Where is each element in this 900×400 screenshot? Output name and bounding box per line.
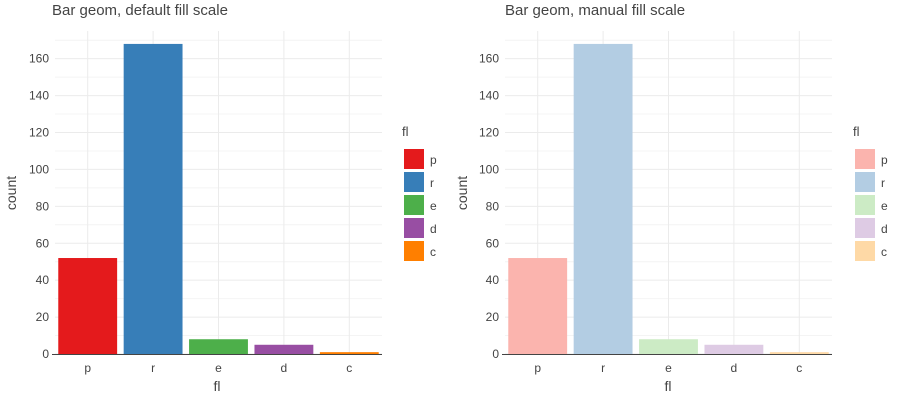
panel2-legend-label-c: c xyxy=(881,245,887,259)
panel1-bar-d xyxy=(254,344,314,354)
panel1-legend-key-e xyxy=(404,195,424,215)
panel2-y-tick-label: 160 xyxy=(479,52,499,66)
panel2-x-tick-label: d xyxy=(731,361,738,375)
panel2-chart-title: Bar geom, manual fill scale xyxy=(505,2,685,19)
panel2-legend-key-c xyxy=(855,241,875,261)
panel1-chart-title: Bar geom, default fill scale xyxy=(52,2,228,19)
panel1-y-tick-label: 120 xyxy=(29,126,49,140)
panel1-x-tick-label: c xyxy=(346,361,352,375)
panel1-y-tick-label: 140 xyxy=(29,89,49,103)
panel1-x-tick-label: d xyxy=(281,361,288,375)
panel1-y-tick-label: 40 xyxy=(36,273,50,287)
panel1-bar-p xyxy=(58,258,118,354)
panel2-bar-p xyxy=(508,258,568,354)
panel2-bar-e xyxy=(639,339,698,354)
panel2-y-axis-title: count xyxy=(454,176,470,210)
panel2-legend-title: fl xyxy=(853,124,860,139)
panel1-y-tick-label: 160 xyxy=(29,52,49,66)
panel1-x-tick-label: r xyxy=(151,361,155,375)
panel1-legend-title: fl xyxy=(402,124,409,139)
panel1-legend-label-c: c xyxy=(430,245,436,259)
panel1-y-tick-label: 0 xyxy=(42,347,49,361)
panel2-x-tick-label: r xyxy=(601,361,605,375)
panel2-y-tick-label: 140 xyxy=(479,89,499,103)
panel1-bar-r xyxy=(123,43,183,355)
panel1-x-tick-label: e xyxy=(215,361,222,375)
panel2-legend-label-d: d xyxy=(881,222,888,236)
panel1-legend-key-d xyxy=(404,218,424,238)
panel1-y-tick-label: 60 xyxy=(36,236,50,250)
panel2-y-tick-label: 120 xyxy=(479,126,499,140)
panel2-y-tick-label: 60 xyxy=(486,236,500,250)
panel1-y-axis-title: count xyxy=(3,176,19,210)
panel2-y-tick-label: 40 xyxy=(486,273,500,287)
panel2-y-tick-label: 80 xyxy=(486,199,500,213)
panel1-x-axis-title: fl xyxy=(214,378,221,394)
panel1-y-tick-label: 80 xyxy=(36,199,50,213)
panel2-legend-label-e: e xyxy=(881,199,888,213)
panel2-x-tick-label: p xyxy=(534,361,541,375)
panel2-x-tick-label: e xyxy=(665,361,672,375)
panel2-bar-c xyxy=(769,352,829,354)
panel2-legend-label-r: r xyxy=(881,176,885,190)
panel2-x-axis-title: fl xyxy=(665,378,672,394)
panel2-legend-key-d xyxy=(855,218,875,238)
panel1-legend-label-r: r xyxy=(430,176,434,190)
panel2-legend-label-p: p xyxy=(881,153,888,167)
panel2-y-tick-label: 100 xyxy=(479,162,499,176)
panel1-legend-label-e: e xyxy=(430,199,437,213)
panel1-y-tick-label: 100 xyxy=(29,162,49,176)
panel1-legend-key-c xyxy=(404,241,424,261)
panel2-bar-r xyxy=(573,43,633,355)
panel2-x-tick-label: c xyxy=(796,361,802,375)
panel2-legend-key-p xyxy=(855,149,875,169)
panel2-y-tick-label: 20 xyxy=(486,310,500,324)
panel1-legend-label-d: d xyxy=(430,222,437,236)
panel2-legend-key-e xyxy=(855,195,875,215)
panel1-legend-key-p xyxy=(404,149,424,169)
panel1-bar-e xyxy=(189,339,248,354)
panel1-legend-key-r xyxy=(404,172,424,192)
panel1-legend-label-p: p xyxy=(430,153,437,167)
panel2-y-tick-label: 0 xyxy=(492,347,499,361)
panel1-y-tick-label: 20 xyxy=(36,310,50,324)
panel2-legend-key-r xyxy=(855,172,875,192)
panel1-x-tick-label: p xyxy=(84,361,91,375)
panel1-bar-c xyxy=(319,352,379,354)
panel2-bar-d xyxy=(704,344,764,354)
